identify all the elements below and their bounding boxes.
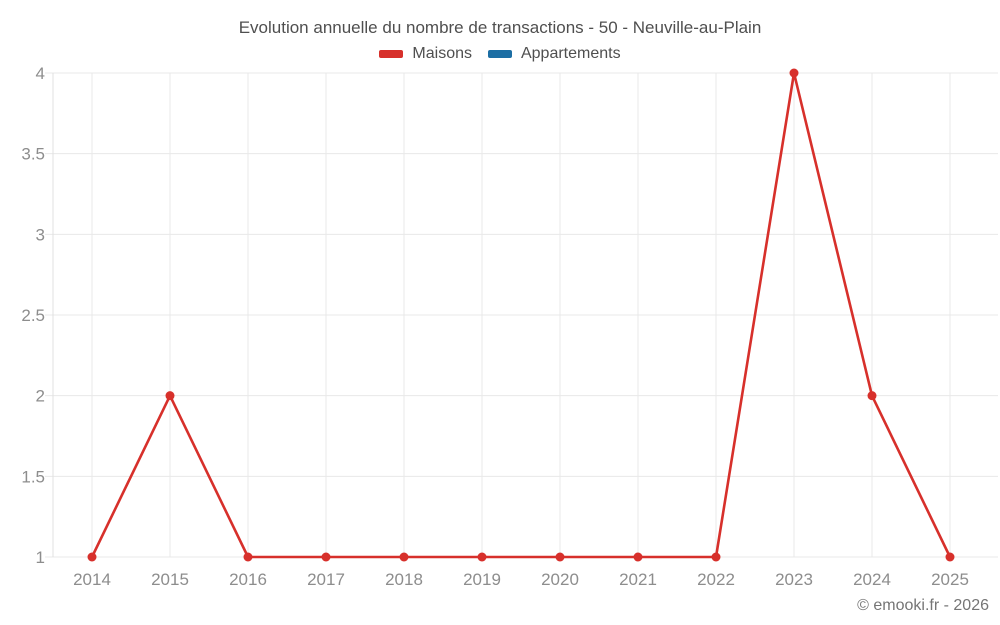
- maisons-data-point[interactable]: [945, 552, 955, 562]
- maisons-line: [90, 71, 952, 559]
- maisons-data-point[interactable]: [477, 552, 487, 562]
- x-tick-label: 2015: [151, 570, 189, 589]
- maisons-data-point[interactable]: [243, 552, 253, 562]
- y-tick-label: 2: [36, 387, 45, 406]
- maisons-data-point[interactable]: [87, 552, 97, 562]
- y-tick-label: 3: [36, 225, 45, 244]
- y-tick-label: 2.5: [21, 306, 45, 325]
- maisons-data-point[interactable]: [321, 552, 331, 562]
- legend-item-maisons[interactable]: Maisons: [379, 45, 472, 63]
- x-tick-label: 2019: [463, 570, 501, 589]
- legend-item-appartements[interactable]: Appartements: [487, 45, 621, 63]
- x-tick-label: 2024: [853, 570, 891, 589]
- maisons-data-point[interactable]: [867, 391, 877, 401]
- y-tick-label: 1.5: [21, 467, 45, 486]
- maisons-data-point[interactable]: [633, 552, 643, 562]
- maisons-data-point[interactable]: [165, 391, 175, 401]
- appartements-swatch-icon: [487, 50, 512, 58]
- y-tick-label: 3.5: [21, 145, 45, 164]
- maisons-data-point[interactable]: [555, 552, 565, 562]
- maisons-data-point[interactable]: [789, 68, 799, 78]
- legend-label-maisons: Maisons: [412, 45, 472, 62]
- maisons-data-point[interactable]: [399, 552, 409, 562]
- maisons-data-point[interactable]: [711, 552, 721, 562]
- chart-legend: Maisons Appartements: [0, 45, 1000, 63]
- x-tick-label: 2016: [229, 570, 267, 589]
- x-tick-label: 2014: [73, 570, 111, 589]
- y-tick-label: 1: [36, 548, 45, 567]
- x-tick-label: 2023: [775, 570, 813, 589]
- y-tick-label: 4: [36, 64, 45, 83]
- watermark-credit: © emooki.fr - 2026: [857, 597, 989, 614]
- x-tick-label: 2021: [619, 570, 657, 589]
- x-tick-label: 2020: [541, 570, 579, 589]
- chart-title: Evolution annuelle du nombre de transact…: [238, 18, 762, 37]
- maisons-swatch-icon: [379, 50, 404, 58]
- legend-label-appartements: Appartements: [520, 45, 621, 62]
- x-tick-label: 2022: [697, 570, 735, 589]
- x-tick-label: 2017: [307, 570, 345, 589]
- x-tick-label: 2018: [385, 570, 423, 589]
- x-tick-label: 2025: [931, 570, 969, 589]
